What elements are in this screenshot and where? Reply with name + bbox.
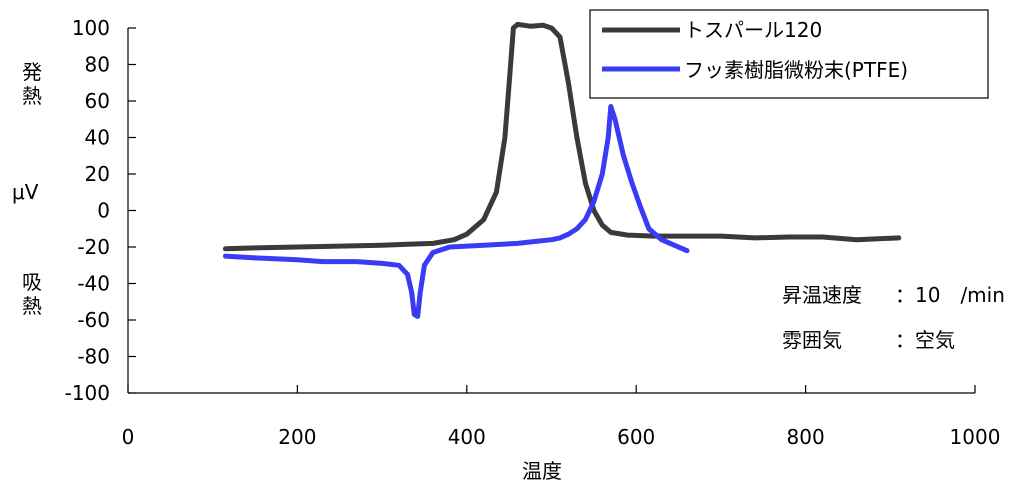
series-lines (222, 21, 902, 319)
y-tick-label: 100 (72, 16, 110, 40)
annotation-heating-rate-value: ：10 /min (895, 283, 1005, 307)
y-tick-label: 80 (85, 53, 110, 77)
y-tick-label: -40 (77, 272, 110, 296)
x-tick-label: 0 (122, 425, 135, 449)
y-ticks: 100 80 60 40 20 0 -20 -40 -60 -80 -100 (65, 16, 136, 405)
series-line-2 (222, 104, 690, 319)
legend: トスパール120 フッ素樹脂微粉末(PTFE) (589, 9, 989, 99)
y-tick-label: 60 (85, 89, 110, 113)
legend-label-series-1: トスパール120 (684, 18, 822, 42)
y-tick-label: -100 (65, 381, 110, 405)
y-label-unit: μV (12, 180, 39, 204)
y-tick-label: -60 (77, 308, 110, 332)
y-tick-label: 40 (85, 126, 110, 150)
annotation-heating-rate-label: 昇温速度 (782, 283, 862, 307)
y-tick-label: 20 (85, 162, 110, 186)
x-axis-label: 温度 (522, 459, 562, 483)
y-label-endotherm: 吸 熱 (22, 270, 42, 318)
annotation-atmosphere-value: ：空気 (895, 328, 955, 352)
y-tick-label: -80 (77, 345, 110, 369)
x-tick-label: 1000 (950, 425, 1001, 449)
x-tick-label: 400 (448, 425, 486, 449)
annotation-atmosphere-label: 雰囲気 (782, 328, 842, 352)
x-ticks: 0 200 400 600 800 1000 (122, 385, 1001, 449)
y-label-exotherm: 発 熱 (22, 60, 42, 108)
x-tick-label: 600 (617, 425, 655, 449)
legend-box (589, 9, 989, 99)
series-line-1 (222, 21, 902, 252)
x-tick-label: 800 (787, 425, 825, 449)
legend-label-series-2: フッ素樹脂微粉末(PTFE) (684, 58, 908, 82)
x-tick-label: 200 (278, 425, 316, 449)
y-tick-label: 0 (97, 199, 110, 223)
y-tick-label: -20 (77, 235, 110, 259)
